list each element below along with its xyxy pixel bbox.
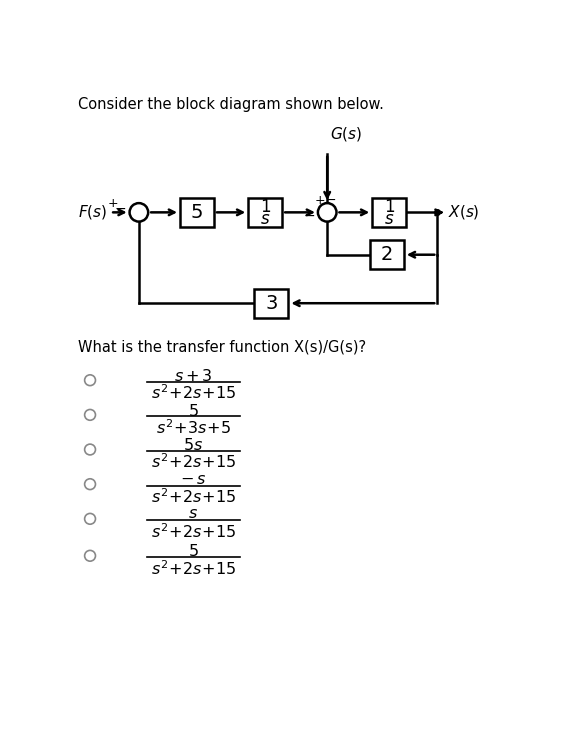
- Circle shape: [85, 551, 95, 561]
- Text: $s$: $s$: [188, 507, 198, 522]
- Bar: [370, 240, 404, 270]
- Text: −: −: [303, 210, 315, 223]
- Circle shape: [130, 203, 148, 221]
- Text: $s^2\!+\!2s\!+\!15$: $s^2\!+\!2s\!+\!15$: [151, 522, 235, 541]
- Text: 2: 2: [381, 245, 393, 265]
- Text: 3: 3: [265, 293, 277, 313]
- Circle shape: [85, 374, 95, 386]
- Text: What is the transfer function X(s)/G(s)?: What is the transfer function X(s)/G(s)?: [78, 340, 366, 354]
- Text: s: s: [385, 210, 394, 228]
- Text: +: +: [108, 197, 119, 210]
- Text: $G(s)$: $G(s)$: [331, 125, 363, 143]
- Text: $s^2\!+\!3s\!+\!5$: $s^2\!+\!3s\!+\!5$: [156, 418, 231, 437]
- Text: −: −: [326, 193, 336, 207]
- Text: $s^2\!+\!2s\!+\!15$: $s^2\!+\!2s\!+\!15$: [151, 559, 235, 577]
- Text: 1: 1: [260, 198, 270, 216]
- Bar: [372, 198, 406, 227]
- Text: $5$: $5$: [187, 543, 199, 559]
- Text: 5: 5: [191, 203, 203, 222]
- Bar: [248, 198, 282, 227]
- Text: $X(s)$: $X(s)$: [448, 204, 479, 221]
- Text: 1: 1: [384, 198, 395, 216]
- Circle shape: [85, 478, 95, 490]
- Text: $s+3$: $s+3$: [174, 368, 213, 384]
- Text: $5$: $5$: [187, 403, 199, 418]
- Circle shape: [318, 203, 336, 221]
- Circle shape: [85, 513, 95, 525]
- Circle shape: [85, 444, 95, 455]
- Text: Consider the block diagram shown below.: Consider the block diagram shown below.: [78, 97, 384, 112]
- Text: −: −: [115, 201, 127, 215]
- Text: $-\,s$: $-\,s$: [180, 472, 206, 487]
- Text: $s^2\!+\!2s\!+\!15$: $s^2\!+\!2s\!+\!15$: [151, 452, 235, 471]
- Text: $F(s)$: $F(s)$: [78, 203, 107, 221]
- Bar: [180, 198, 214, 227]
- Circle shape: [85, 409, 95, 421]
- Text: +: +: [315, 193, 325, 207]
- Text: $s^2\!+\!2s\!+\!15$: $s^2\!+\!2s\!+\!15$: [151, 487, 235, 506]
- Text: $5s$: $5s$: [183, 437, 203, 453]
- Text: s: s: [261, 210, 269, 228]
- Bar: [255, 288, 288, 318]
- Text: $s^2\!+\!2s\!+\!15$: $s^2\!+\!2s\!+\!15$: [151, 383, 235, 402]
